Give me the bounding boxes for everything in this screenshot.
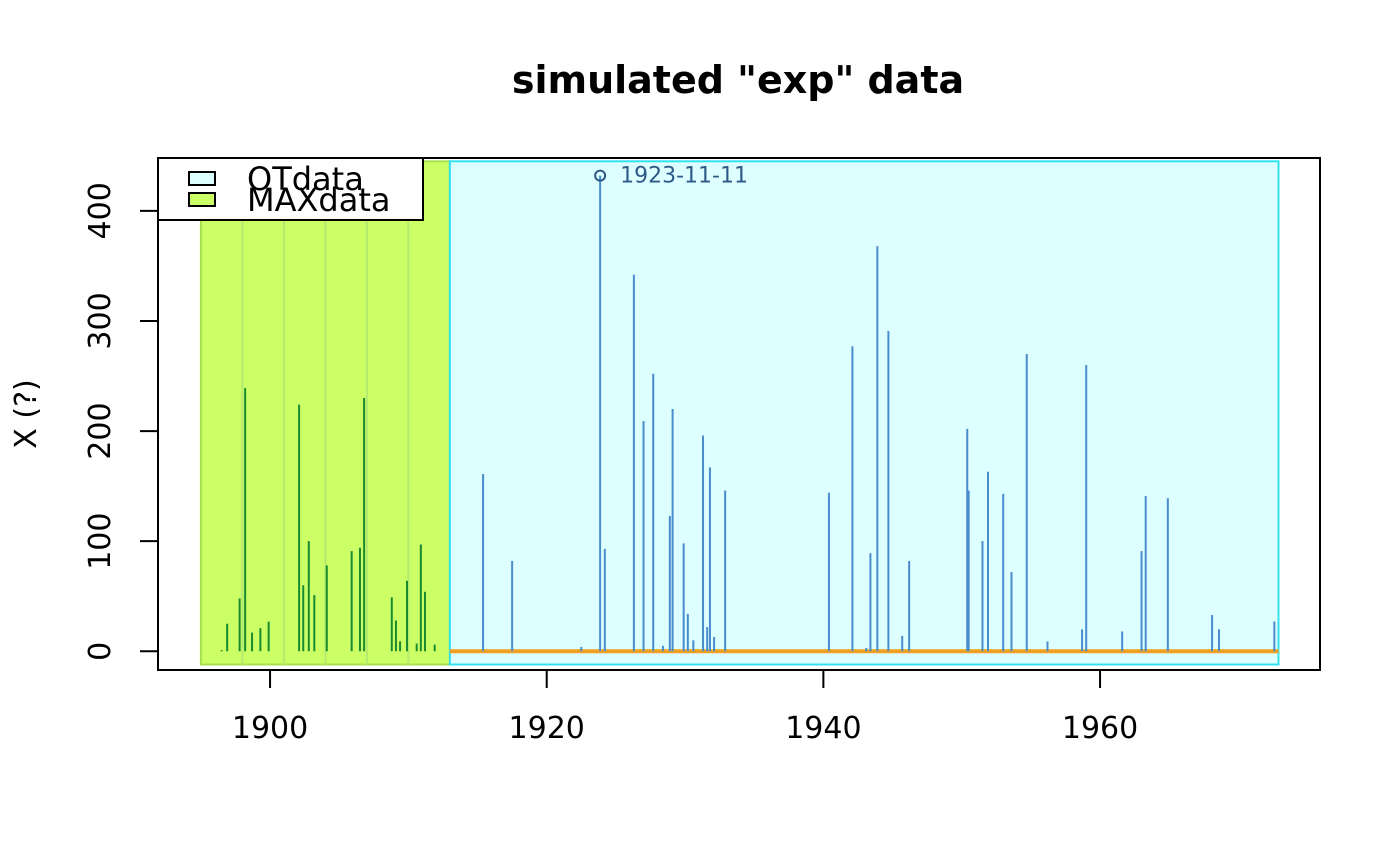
y-tick-label: 400 (83, 182, 118, 239)
y-axis-label: X (?) (9, 379, 44, 448)
legend-label-maxdata: MAXdata (247, 181, 391, 219)
legend-swatch-maxdata (188, 192, 216, 207)
annotation-label: 1923-11-11 (620, 164, 748, 189)
chart-title: simulated "exp" data (512, 58, 964, 102)
otdata-block (448, 160, 1280, 666)
y-tick-label: 300 (83, 292, 118, 349)
axes: 1900 1920 1940 1960 0 100 200 300 400 (83, 157, 1321, 746)
annotations: 1923-11-11 (594, 164, 748, 189)
y-tick-label: 100 (83, 513, 118, 570)
x-tick-label: 1940 (785, 711, 861, 746)
x-tick-label: 1920 (509, 711, 585, 746)
annotation-marker (594, 169, 607, 182)
x-tick-label: 1960 (1062, 711, 1138, 746)
y-tick-label: 0 (83, 642, 118, 661)
legend-swatch-otdata (188, 171, 216, 186)
legend-label-otdata: OTdata (247, 160, 364, 198)
data-bars (220, 175, 1276, 652)
legend-box (157, 157, 424, 221)
y-tick-label: 200 (83, 402, 118, 459)
data-blocks (199, 160, 1280, 666)
x-tick-label: 1900 (232, 711, 308, 746)
